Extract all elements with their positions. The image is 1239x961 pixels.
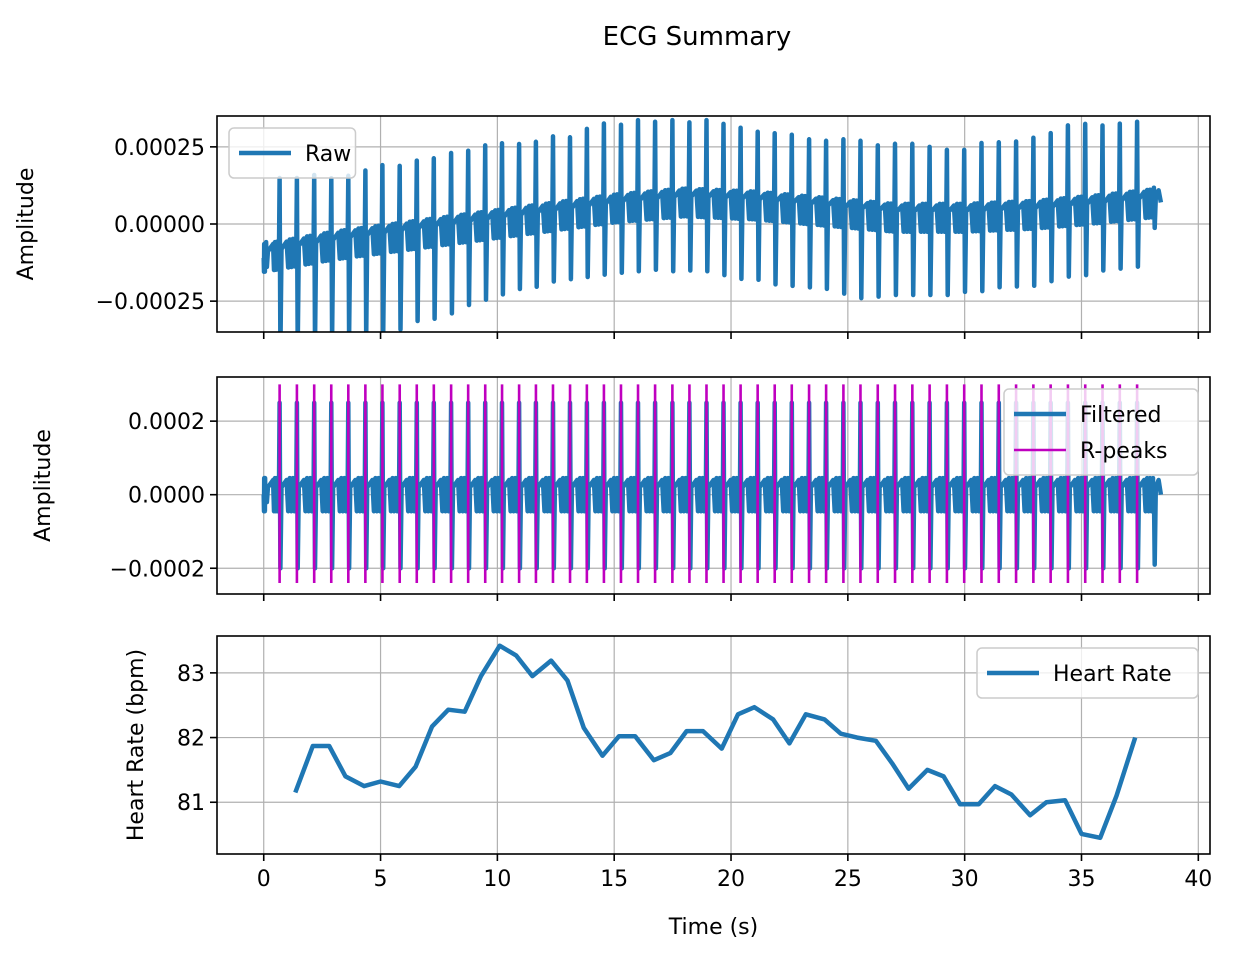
series-line-heart-rate <box>293 643 1138 841</box>
axes-frame <box>216 376 1211 595</box>
x-tick-label: 35 <box>1067 867 1095 892</box>
legend-label: Heart Rate <box>1053 662 1172 687</box>
y-tick-label: −0.00025 <box>96 290 205 315</box>
x-tick-label: 0 <box>257 867 271 892</box>
raw-signal-panel: −0.00025 0.00000 0.00025 Amplitude Raw <box>14 115 1211 339</box>
x-tick-label: 30 <box>951 867 979 892</box>
filtered-signal-panel: −0.0002 0.0000 0.0002 Amplitude Filtered R-pe… <box>31 376 1211 601</box>
legend-box <box>976 647 1199 699</box>
legend-label: R-peaks <box>1080 439 1168 464</box>
x-tick-label: 15 <box>600 867 628 892</box>
legend-label: Filtered <box>1080 403 1162 428</box>
y-tick-label: 0.00000 <box>114 213 205 238</box>
y-tick-label: 81 <box>177 791 205 816</box>
y-axis-label: Amplitude <box>31 429 56 542</box>
figure-title: ECG Summary <box>603 22 792 52</box>
y-tick-label: 83 <box>177 662 205 687</box>
y-tick-label: −0.0002 <box>110 557 205 582</box>
legend: Raw <box>228 127 357 179</box>
x-tick-label: 40 <box>1184 867 1212 892</box>
y-tick-label: 0.00025 <box>114 136 205 161</box>
x-tick-label: 5 <box>374 867 388 892</box>
y-axis-label: Heart Rate (bpm) <box>124 649 149 841</box>
y-tick-label: 82 <box>177 727 205 752</box>
y-tick-label: 0.0002 <box>128 410 205 435</box>
y-tick-label: 0.0000 <box>128 484 205 509</box>
x-axis-label: Time (s) <box>668 915 758 940</box>
x-tick-label: 20 <box>717 867 745 892</box>
legend-label: Raw <box>305 142 351 167</box>
legend: Filtered R-peaks <box>1003 388 1199 476</box>
heart-rate-panel: 0 5 10 15 20 25 30 35 40 81 82 83 Heart Rate (bpm) Ti… <box>124 635 1212 940</box>
y-axis-label: Amplitude <box>14 168 39 281</box>
axes-frame <box>216 635 1211 855</box>
x-tick-label: 10 <box>483 867 511 892</box>
legend: Heart Rate <box>976 647 1199 699</box>
x-tick-label: 25 <box>834 867 862 892</box>
legend-box <box>1003 388 1199 476</box>
series-line-raw <box>261 117 1164 332</box>
legend-box <box>228 127 357 179</box>
